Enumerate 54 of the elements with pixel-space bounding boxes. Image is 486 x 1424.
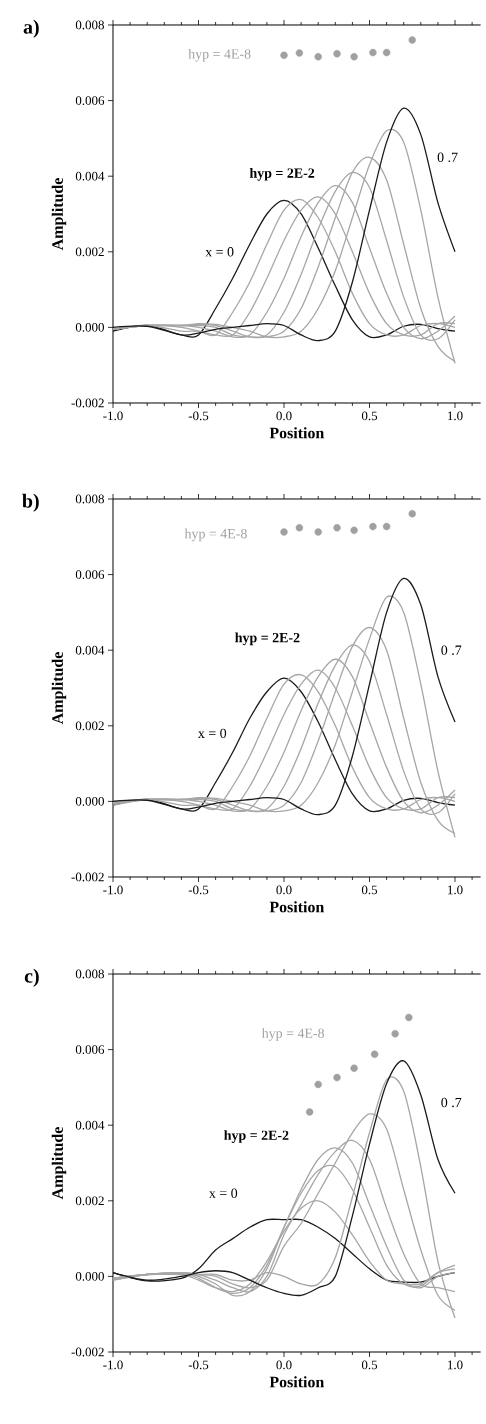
- x-tick-label: 0.5: [361, 885, 378, 895]
- y-tick-label: 0.006: [75, 570, 105, 579]
- y-tick-label: 0.002: [75, 247, 104, 257]
- x-tick-label: -0.5: [188, 1360, 209, 1370]
- x-tick-label: 0.0: [276, 1360, 292, 1370]
- x-tick-label: 1.0: [448, 885, 463, 895]
- y-axis-title: Amplitude: [51, 1127, 67, 1200]
- y-tick-label: 0.008: [75, 969, 104, 979]
- annotation: 0 .7: [441, 1097, 462, 1108]
- y-tick-label: 0.006: [75, 96, 105, 105]
- x-tick-label: -0.5: [188, 885, 209, 895]
- y-tick-label: 0.004: [75, 645, 105, 655]
- annotation: x = 0: [209, 1188, 238, 1198]
- annotation: hyp = 2E-2: [249, 167, 315, 181]
- annotation: x = 0: [205, 247, 234, 257]
- y-tick-label: 0.002: [75, 721, 104, 731]
- y-tick-label: -0.002: [71, 398, 104, 408]
- annotation: x = 0: [198, 728, 227, 739]
- y-tick-label: 0.000: [75, 1272, 104, 1281]
- y-axis-title: Amplitude: [51, 178, 67, 251]
- annotation: hyp = 2E-2: [224, 1130, 289, 1143]
- x-tick-label: 1.0: [448, 1360, 463, 1370]
- y-tick-label: 0.006: [75, 1045, 105, 1054]
- y-tick-label: 0.000: [75, 797, 104, 806]
- y-tick-label: 0.000: [75, 322, 104, 332]
- x-tick-label: 0.0: [276, 885, 292, 895]
- x-tick-label: -0.5: [188, 411, 209, 421]
- y-tick-label: 0.008: [75, 20, 104, 30]
- y-tick-label: 0.002: [75, 1196, 104, 1206]
- x-tick-label: 0.0: [276, 411, 292, 421]
- y-tick-label: 0.004: [75, 1120, 105, 1130]
- annotation: hyp = 4E-8: [261, 1028, 325, 1041]
- x-tick-label: -1.0: [103, 411, 123, 421]
- annotation: 0 .7: [441, 645, 462, 655]
- x-tick-label: -1.0: [103, 885, 123, 895]
- annotation: hyp = 2E-2: [235, 632, 300, 646]
- chart-title: b): [22, 493, 39, 512]
- annotation: 0 .7: [437, 152, 458, 163]
- y-tick-label: -0.002: [71, 1347, 104, 1357]
- y-tick-label: 0.008: [75, 494, 104, 504]
- x-tick-label: 1.0: [448, 411, 463, 421]
- x-axis-title: Position: [269, 901, 325, 913]
- x-tick-label: -1.0: [103, 1360, 123, 1370]
- chart-title: c): [24, 968, 39, 987]
- x-axis-title: Position: [269, 427, 325, 439]
- y-tick-label: 0.004: [75, 171, 105, 181]
- y-tick-label: -0.002: [71, 872, 104, 882]
- x-tick-label: 0.5: [361, 1360, 378, 1370]
- chart-title: a): [23, 19, 39, 38]
- annotation: hyp = 4E-8: [188, 48, 251, 62]
- annotation: hyp = 4E-8: [184, 528, 247, 542]
- x-tick-label: 0.5: [361, 411, 378, 421]
- y-axis-title: Amplitude: [51, 652, 67, 725]
- x-axis-title: Position: [269, 1376, 325, 1388]
